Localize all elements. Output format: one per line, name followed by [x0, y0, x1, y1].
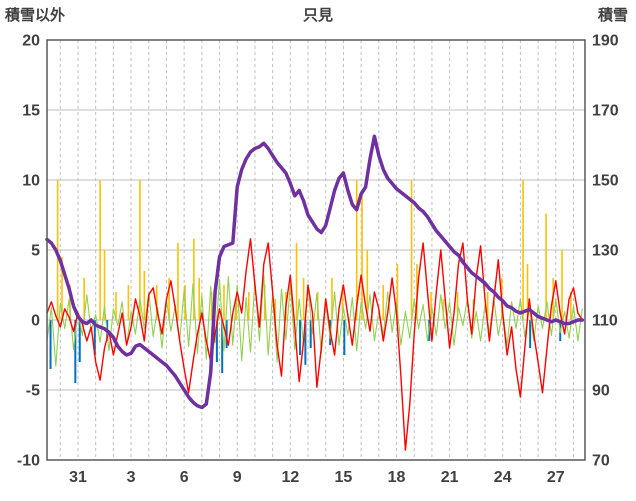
x-axis-tick: 15 [335, 469, 353, 486]
series-red-line [46, 238, 583, 451]
chart-title: 只見 [302, 7, 333, 24]
right-axis-tick: 70 [592, 453, 610, 470]
right-axis-tick: 90 [592, 383, 610, 400]
x-axis-tick: 3 [127, 469, 136, 486]
right-axis-tick: 190 [592, 33, 619, 50]
left-axis-tick: 0 [31, 313, 40, 330]
left-axis-tick: 20 [22, 33, 40, 50]
series-snow-depth [45, 134, 585, 410]
plot-frame [46, 39, 586, 461]
left-axis-tick: 5 [31, 243, 40, 260]
x-axis-tick: 12 [281, 469, 299, 486]
right-axis-tick: 110 [592, 313, 618, 330]
right-axis-tick: 130 [592, 243, 619, 260]
x-axis-tick: 31 [69, 469, 87, 486]
right-axis-tick: 150 [592, 173, 619, 190]
x-axis-tick: 21 [441, 469, 459, 486]
left-axis-tick: -5 [26, 383, 40, 400]
left-axis-title: 積雪以外 [5, 7, 66, 24]
left-axis-tick: -10 [17, 453, 40, 470]
right-axis-tick: 170 [592, 103, 619, 120]
left-axis-tick: 10 [22, 173, 40, 190]
right-axis-title: 積雪 [597, 7, 628, 24]
x-axis-tick: 24 [494, 469, 512, 486]
left-axis-tick: 15 [22, 103, 40, 120]
x-axis-tick: 18 [388, 469, 406, 486]
x-axis-tick: 6 [180, 469, 189, 486]
x-axis-tick: 9 [233, 469, 242, 486]
x-axis-tick: 27 [547, 469, 565, 486]
